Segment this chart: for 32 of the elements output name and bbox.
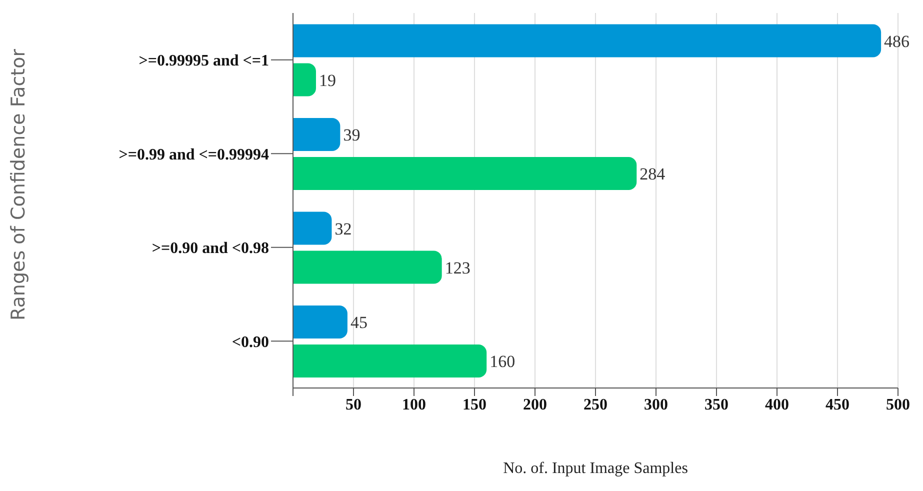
x-tick-label: 250 xyxy=(584,396,608,414)
y-tick-label: >=0.99 and <=0.99994 xyxy=(118,146,269,164)
y-axis-title: Ranges of Confidence Factor xyxy=(8,48,30,320)
y-tick-label: >=0.90 and <0.98 xyxy=(152,240,269,258)
y-tick-label: >=0.99995 and <=1 xyxy=(138,52,269,70)
x-tick-label: 500 xyxy=(886,396,910,414)
bar xyxy=(293,118,340,151)
data-label: 123 xyxy=(444,258,470,278)
bar xyxy=(293,306,348,338)
bar xyxy=(293,212,332,245)
x-tick-label: 50 xyxy=(346,396,362,414)
data-label: 19 xyxy=(318,70,336,90)
data-label: 486 xyxy=(884,32,910,51)
bar xyxy=(293,157,637,190)
bar xyxy=(293,344,487,378)
x-axis-title: No. of. Input Image Samples xyxy=(503,460,688,477)
data-label: 160 xyxy=(490,352,516,372)
bar xyxy=(293,63,316,96)
x-tick-label: 150 xyxy=(462,396,486,414)
x-tick-label: 200 xyxy=(523,396,547,414)
x-tick-label: 350 xyxy=(704,396,728,414)
data-label: 284 xyxy=(640,164,666,184)
data-label: 39 xyxy=(343,126,360,145)
data-label: 45 xyxy=(350,313,368,332)
bar xyxy=(293,250,442,284)
y-tick-label: <0.90 xyxy=(232,334,269,351)
x-tick-label: 100 xyxy=(402,396,426,414)
data-label: 32 xyxy=(334,219,352,238)
x-tick-label: 450 xyxy=(826,396,850,414)
x-tick-label: 400 xyxy=(765,396,789,414)
bar xyxy=(293,24,882,58)
x-tick-label: 300 xyxy=(644,396,668,414)
